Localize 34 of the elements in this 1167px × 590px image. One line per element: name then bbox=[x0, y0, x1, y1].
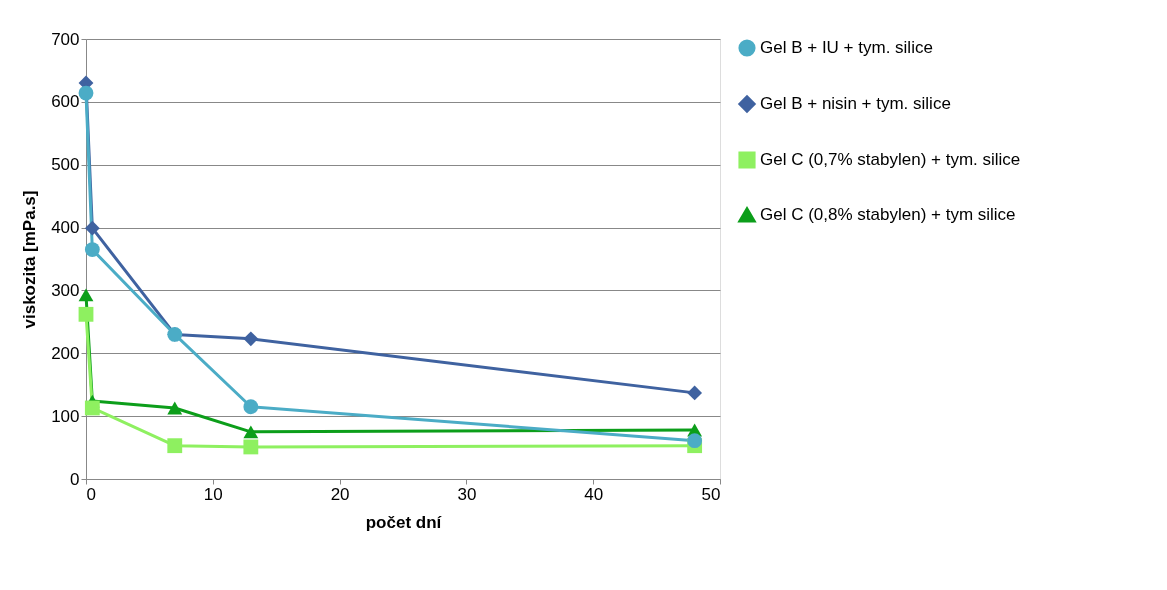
point bbox=[84, 242, 100, 257]
x-tick-label: 20 bbox=[330, 484, 350, 504]
legend-label: Gel B + IU + tym. silice bbox=[760, 38, 933, 57]
y-tick-label: 300 bbox=[51, 280, 80, 300]
point bbox=[84, 400, 100, 416]
legend-label: Gel C (0,8% stabylen) + tym silice bbox=[760, 205, 1016, 224]
x-tick-label: 50 bbox=[701, 484, 721, 504]
y-tick-label: 0 bbox=[70, 469, 80, 489]
y-tick-label: 600 bbox=[51, 92, 80, 112]
point bbox=[167, 401, 183, 415]
x-tick-label: 30 bbox=[457, 484, 477, 504]
y-tick-label: 200 bbox=[51, 343, 80, 363]
x-tick-label: 10 bbox=[203, 484, 223, 504]
x-axis-title: počet dní bbox=[365, 512, 443, 532]
x-tick-label: 40 bbox=[584, 484, 604, 504]
point bbox=[243, 425, 259, 439]
y-tick-label: 100 bbox=[51, 406, 80, 426]
point bbox=[78, 85, 94, 101]
point bbox=[687, 385, 703, 401]
y-tick-label: 500 bbox=[51, 155, 80, 175]
point bbox=[243, 331, 259, 347]
point bbox=[167, 438, 183, 454]
point bbox=[243, 439, 259, 455]
y-axis-title: viskozita [mPa.s] bbox=[20, 190, 40, 329]
y-tick-label: 400 bbox=[51, 218, 80, 238]
legend-label: Gel C (0,7% stabylen) + tym. silice bbox=[760, 150, 1021, 169]
y-tick-label: 700 bbox=[51, 29, 80, 49]
point bbox=[243, 399, 259, 415]
point bbox=[78, 288, 94, 302]
point bbox=[687, 433, 703, 449]
x-tick-label: 0 bbox=[86, 484, 96, 504]
point bbox=[78, 306, 94, 322]
point bbox=[84, 220, 100, 236]
legend-label: Gel B + nisin + tym. silice bbox=[760, 94, 951, 113]
